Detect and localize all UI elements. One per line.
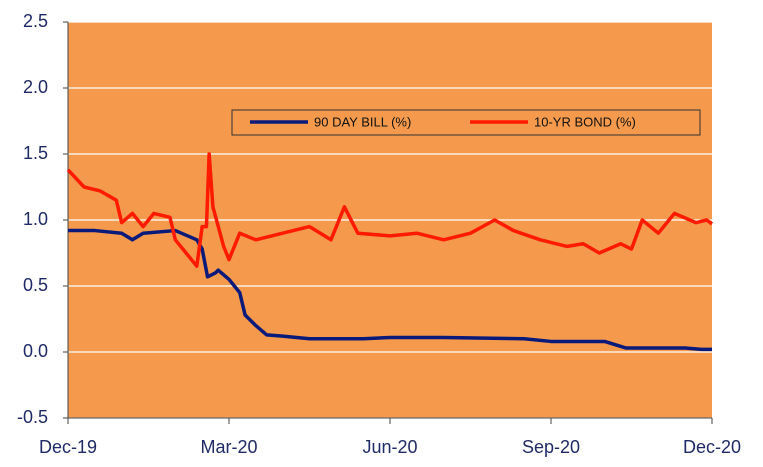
x-tick-label: Dec-20 <box>683 437 741 457</box>
y-tick-label: 1.0 <box>23 209 48 229</box>
series-line <box>68 228 712 352</box>
x-tick-label: Mar-20 <box>200 437 257 457</box>
y-tick-label: 0.0 <box>23 341 48 361</box>
y-tick-label: -0.5 <box>17 407 48 427</box>
x-tick-label: Sep-20 <box>522 437 580 457</box>
y-tick-label: 2.5 <box>23 11 48 31</box>
legend-label: 10-YR BOND (%) <box>534 114 636 129</box>
y-tick-label: 1.5 <box>23 143 48 163</box>
x-tick-label: Dec-19 <box>39 437 97 457</box>
y-tick-label: 2.0 <box>23 77 48 97</box>
x-tick-label: Jun-20 <box>362 437 417 457</box>
series-line <box>66 152 714 268</box>
legend-box <box>231 109 701 136</box>
legend-label: 90 DAY BILL (%) <box>314 114 411 129</box>
legend: 90 DAY BILL (%) 10-YR BOND (%) <box>231 109 701 136</box>
y-tick-label: 0.5 <box>23 275 48 295</box>
